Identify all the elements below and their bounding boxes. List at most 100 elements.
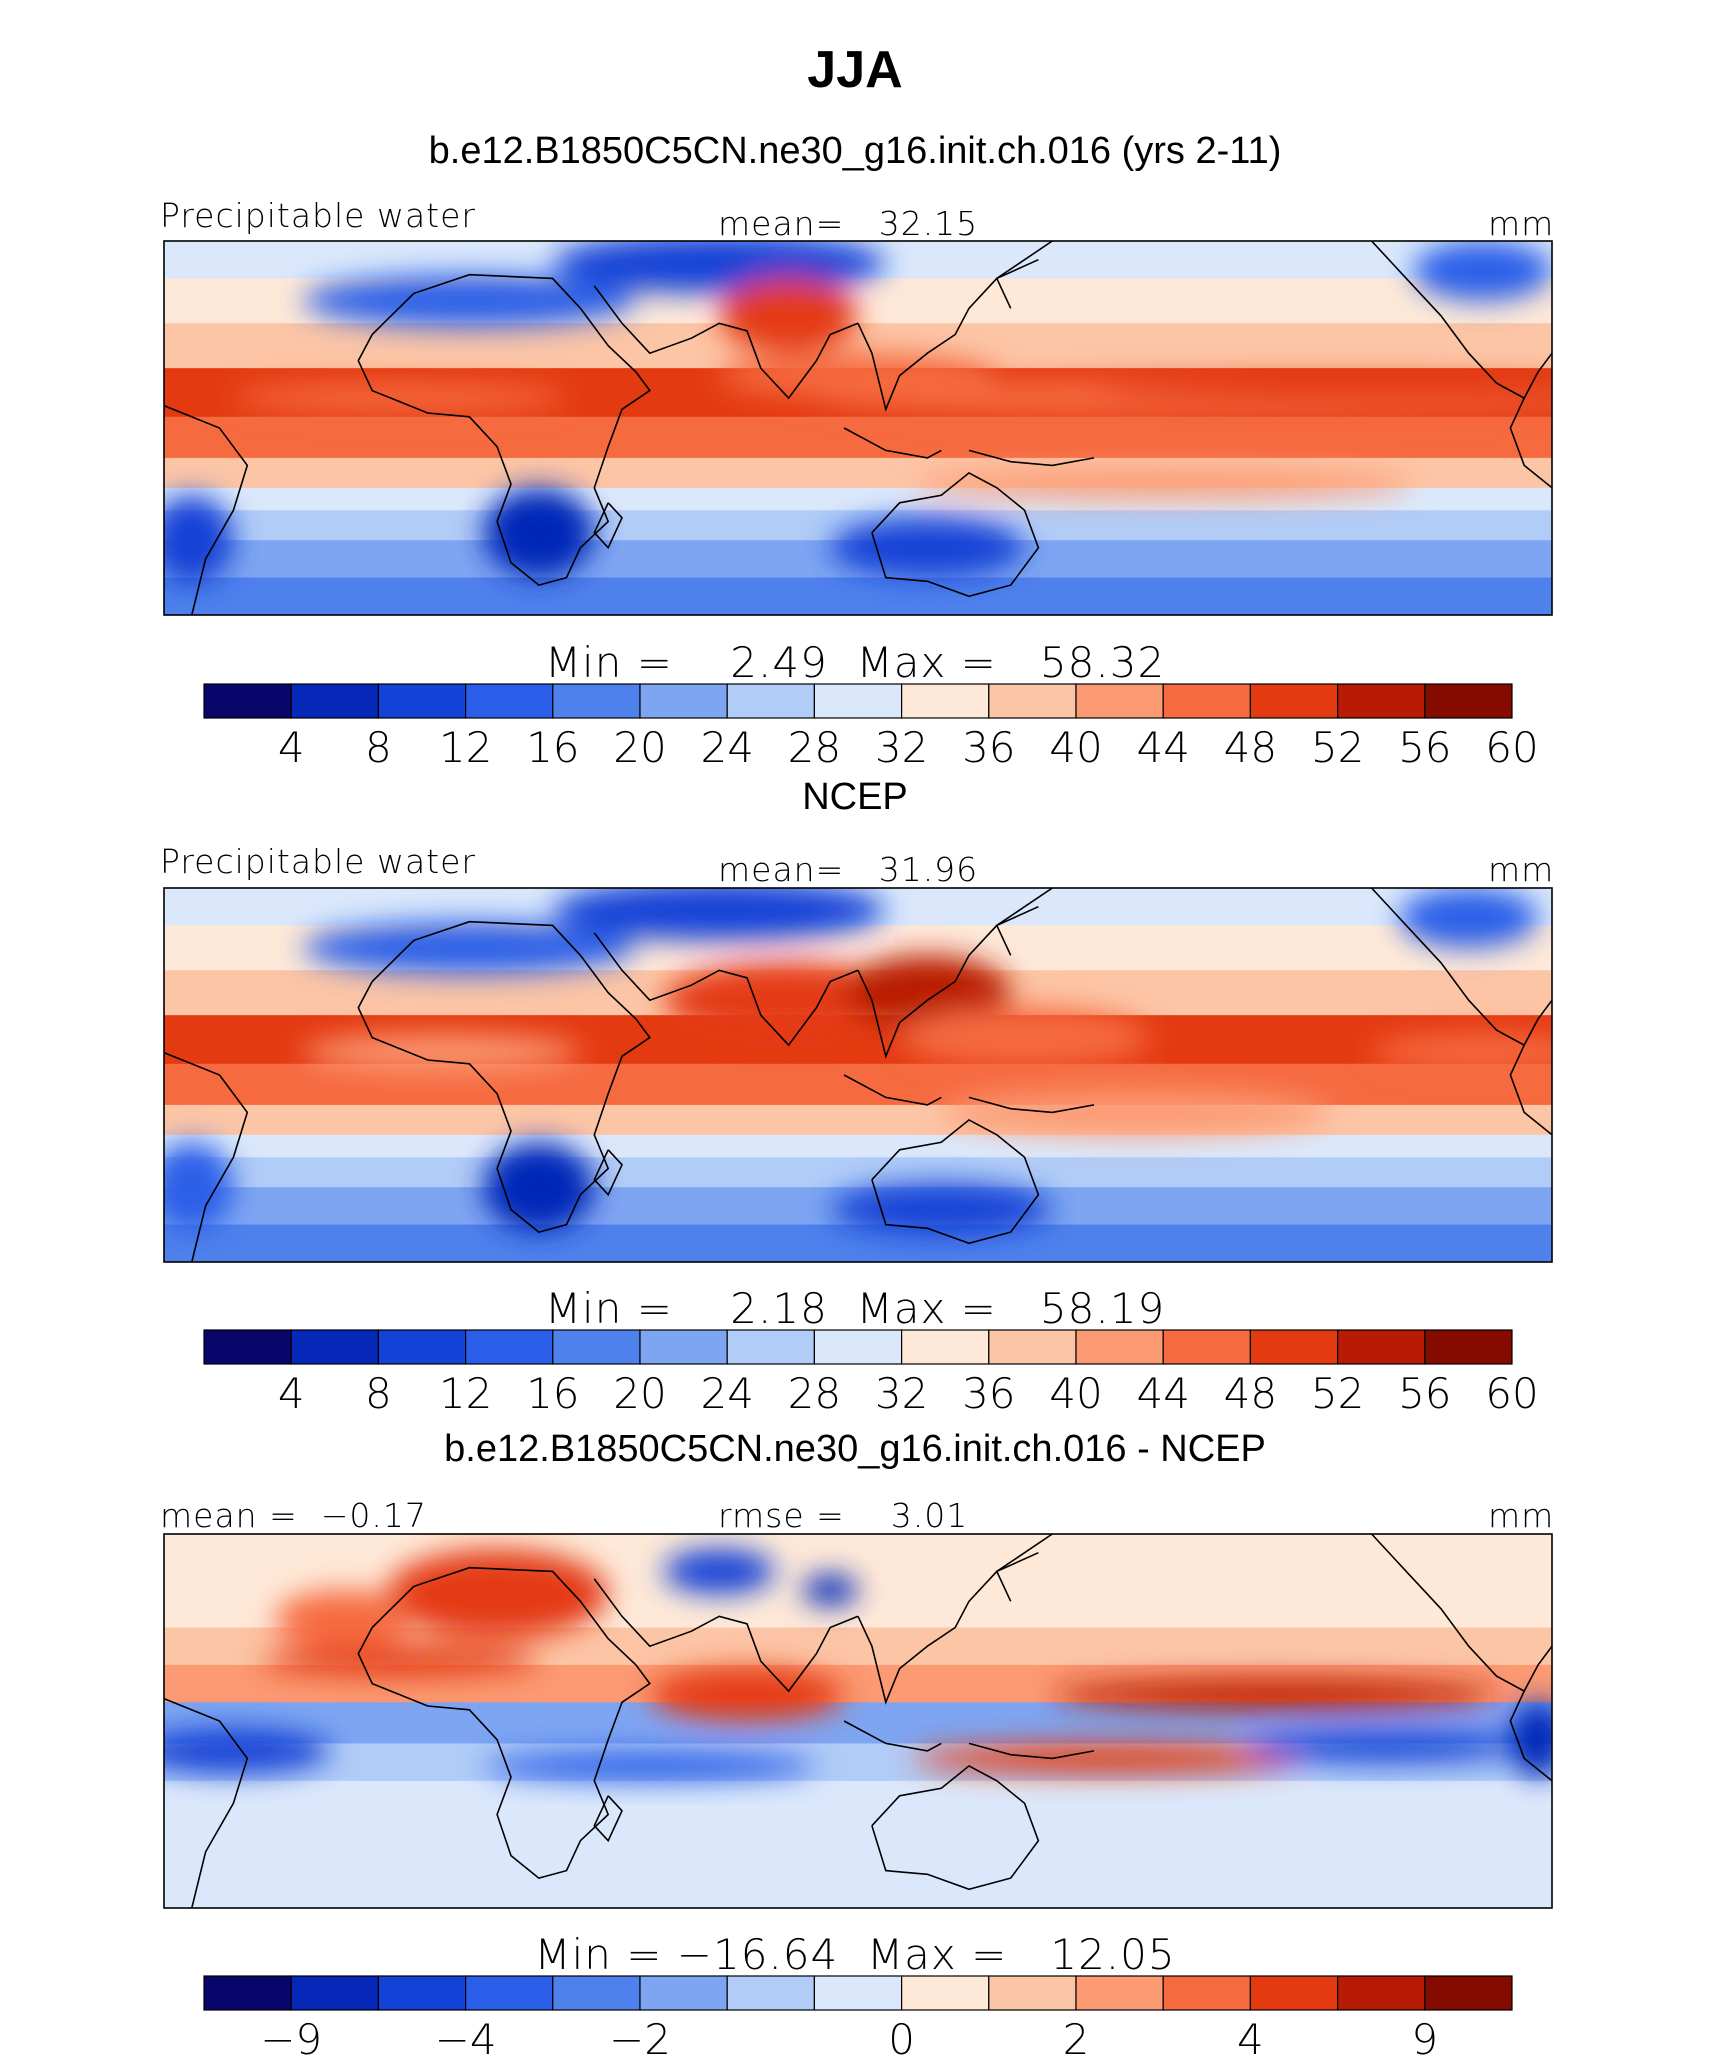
- map-2-feature-5: [899, 1007, 1150, 1068]
- map-2-feature-12: [164, 1142, 234, 1233]
- panel-3-minmax: Min = −16.64 Max = 12.05: [534, 1930, 1176, 1979]
- colorbar-1-box-10: [988, 683, 1077, 719]
- map-2-feature-11: [941, 1089, 1330, 1135]
- colorbar-3-box-10: [988, 1975, 1077, 2011]
- map-2-coastline-11: [164, 1051, 249, 1262]
- colorbar-2-tick-label: 28: [788, 1369, 841, 1418]
- map-2-feature-10: [1399, 888, 1539, 948]
- map-3-feature-9: [164, 1728, 331, 1774]
- map-3-coastline-2: [593, 1795, 623, 1843]
- colorbar-2-tick-label: 52: [1311, 1369, 1364, 1418]
- map-3-feature-3: [663, 1548, 775, 1594]
- map-1-feature-6: [1094, 379, 1552, 402]
- colorbar-2-box-15: [1424, 1329, 1513, 1365]
- panel-3-rmse-label: rmse = 3.01: [718, 1496, 969, 1535]
- map-3-coastline-11: [164, 1697, 249, 1908]
- map-1-coastline-5: [843, 427, 942, 459]
- map-1-feature-9: [830, 517, 1025, 578]
- colorbar-2-tick-label: 12: [439, 1369, 492, 1418]
- map-3-coastline-8: [1371, 1534, 1552, 1693]
- colorbar-3-tick-label: 9: [1411, 2015, 1438, 2064]
- panel-2-minmax: Min = 2.18 Max = 58.19: [544, 1284, 1166, 1333]
- map-2-band-8: [164, 1157, 1552, 1189]
- colorbar-3-box-14: [1336, 1975, 1426, 2011]
- colorbar-1-box-8: [813, 683, 903, 719]
- colorbar-1-tick-label: 60: [1485, 723, 1538, 772]
- colorbar-2-tick-label: 36: [962, 1369, 1015, 1418]
- map-2-coastline-3: [593, 932, 859, 1047]
- colorbar-1-tick-label: 20: [613, 723, 666, 772]
- colorbar-1-tick-label: 52: [1311, 723, 1364, 772]
- map-3-coastline-9: [1509, 1690, 1552, 1782]
- colorbar-3-box-5: [552, 1975, 641, 2011]
- map-panel-1: [164, 241, 1552, 615]
- map-3-coastline-5: [843, 1720, 942, 1752]
- colorbar-2-box-4: [465, 1329, 554, 1365]
- map-3-feature-5: [649, 1668, 845, 1721]
- colorbar-2-box-5: [552, 1329, 641, 1365]
- colorbar-1-tick-label: 56: [1398, 723, 1451, 772]
- colorbar-2-tick-label: 60: [1485, 1369, 1538, 1418]
- map-3-coastline-1: [357, 1566, 651, 1879]
- map-2-coastline-7: [871, 1118, 1040, 1245]
- map-3-coastline-6: [968, 1742, 1095, 1760]
- map-3-feature-7: [913, 1743, 1303, 1774]
- colorbar-2-box-8: [813, 1329, 903, 1365]
- map-panel-3: [164, 1534, 1552, 1908]
- colorbar-2-tick-label: 24: [700, 1369, 753, 1418]
- map-1-coastline-10: [995, 258, 1039, 309]
- map-2-coastline-1: [357, 920, 651, 1233]
- map-3-coastline-10: [995, 1551, 1039, 1602]
- colorbar-2-tick-label: 16: [526, 1369, 579, 1418]
- colorbar-2-tick-label: 48: [1224, 1369, 1277, 1418]
- panel-2-mean-label: mean= 31.96: [718, 850, 979, 889]
- colorbar-3-box-11: [1075, 1975, 1164, 2011]
- colorbar-1-box-4: [465, 683, 554, 719]
- colorbar-2-box-3: [377, 1329, 467, 1365]
- map-1-coastline-1: [357, 273, 651, 586]
- map-1-feature-4: [719, 278, 858, 354]
- colorbar-1-box-2: [290, 683, 380, 719]
- panel-3-mean-label: mean = −0.17: [160, 1496, 427, 1535]
- map-1-feature-12: [164, 495, 234, 586]
- panel-3-units-label: mm: [1488, 1496, 1555, 1535]
- colorbar-1-box-14: [1336, 683, 1426, 719]
- map-3-feature-11: [275, 1590, 414, 1650]
- map-3-feature-6: [1052, 1679, 1497, 1710]
- colorbar-2-tick-label: 40: [1049, 1369, 1102, 1418]
- panel-1-units-label: mm: [1488, 204, 1555, 243]
- colorbar-1-tick-label: 4: [278, 723, 305, 772]
- panel-1-mean-label: mean= 32.15: [718, 204, 979, 243]
- map-1-coastline-9: [1509, 397, 1552, 489]
- map-3-feature-8: [1246, 1732, 1525, 1763]
- map-3-feature-10: [483, 1750, 817, 1781]
- colorbar-1-box-15: [1424, 683, 1513, 719]
- panel-2-units-label: mm: [1488, 850, 1555, 889]
- map-2-coastline-8: [1371, 888, 1552, 1047]
- map-1-band-10: [164, 577, 1552, 615]
- colorbar-3-box-7: [726, 1975, 816, 2011]
- colorbar-2-tick-label: 8: [365, 1369, 392, 1418]
- map-3-feature-1: [386, 1548, 609, 1639]
- map-3-coastline-4: [857, 1534, 1053, 1705]
- colorbar-1-tick-label: 12: [439, 723, 492, 772]
- colorbar-1-box-13: [1249, 683, 1339, 719]
- map-3-feature-12: [1510, 1702, 1552, 1778]
- colorbar-2-box-2: [290, 1329, 380, 1365]
- map-2-feature-8: [483, 1142, 595, 1233]
- map-2-coastline-2: [593, 1149, 623, 1197]
- colorbar-1-tick-label: 28: [788, 723, 841, 772]
- panel-1-minmax: Min = 2.49 Max = 58.32: [544, 638, 1166, 687]
- colorbar-2-box-13: [1249, 1329, 1339, 1365]
- colorbar-1-tick-label: 32: [875, 723, 928, 772]
- map-2-band-6: [164, 1104, 1552, 1136]
- map-2-frame: [163, 887, 1553, 1263]
- map-1-coastline-2: [593, 502, 623, 550]
- map-1-coastline-7: [871, 471, 1040, 598]
- colorbar-1-box-3: [377, 683, 467, 719]
- colorbar-2-box-9: [900, 1329, 990, 1365]
- colorbar-2-box-7: [726, 1329, 816, 1365]
- map-1-coastline-8: [1371, 241, 1552, 400]
- map-3-coastline-7: [871, 1764, 1040, 1891]
- colorbar-3-tick-label: 4: [1237, 2015, 1264, 2064]
